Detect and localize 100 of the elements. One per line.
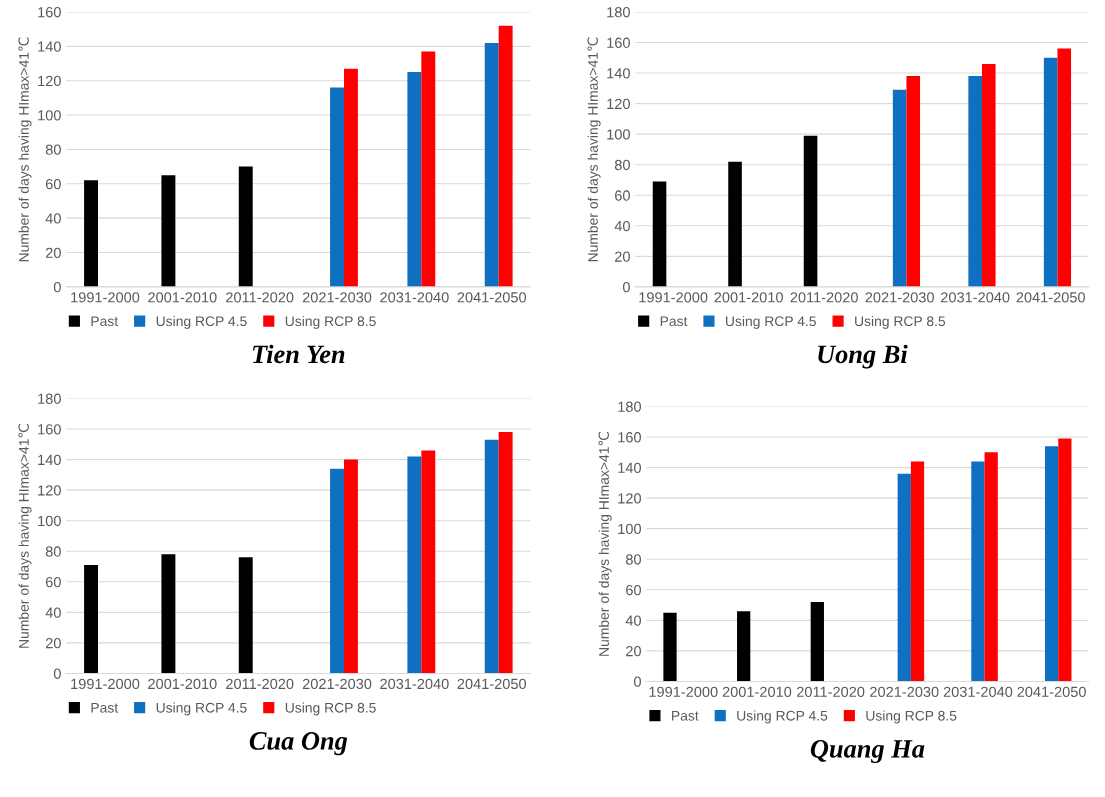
x-tick-label: 2001-2010 xyxy=(148,678,217,690)
bar xyxy=(803,135,818,287)
y-tick-label: 0 xyxy=(622,282,630,293)
text: Quang Ha xyxy=(810,740,925,764)
bar xyxy=(498,432,513,674)
y-tick-label: 100 xyxy=(607,129,630,140)
bar xyxy=(421,450,436,674)
y-tick-label: 60 xyxy=(626,584,641,596)
x-tick-label: 2041-2050 xyxy=(457,678,527,690)
bar xyxy=(238,166,253,287)
bar xyxy=(238,557,253,674)
bar xyxy=(663,612,677,682)
bar xyxy=(84,565,99,674)
legend-label: Using RCP 4.5 xyxy=(726,315,816,329)
y-tick-label: 60 xyxy=(615,190,630,201)
x-tick-label: 2011-2020 xyxy=(226,292,294,303)
y-tick-label: 20 xyxy=(626,645,641,657)
bar xyxy=(407,72,422,287)
bar xyxy=(1057,48,1072,287)
bar xyxy=(421,51,436,287)
y-tick-label: 20 xyxy=(45,247,61,258)
y-tick-label: 60 xyxy=(45,576,61,588)
y-tick-label: 100 xyxy=(38,515,61,527)
bar xyxy=(1044,446,1059,682)
bar xyxy=(84,180,99,287)
y-tick-label: 20 xyxy=(45,638,61,649)
bar xyxy=(897,473,911,682)
x-tick-label: 2001-2010 xyxy=(714,292,783,303)
y-tick-label: 60 xyxy=(45,178,61,190)
bar xyxy=(984,452,998,682)
bar xyxy=(728,161,742,287)
legend-label: Using RCP 4.5 xyxy=(737,710,828,724)
x-tick-label: 2041-2050 xyxy=(1017,686,1086,698)
y-tick-label: 40 xyxy=(614,220,630,232)
bar xyxy=(892,89,907,287)
bar xyxy=(484,42,499,287)
bar xyxy=(407,456,422,674)
y-tick-label: 160 xyxy=(38,424,61,435)
y-tick-label: 120 xyxy=(38,75,61,87)
bar xyxy=(1043,57,1058,287)
legend-label: Using RCP 4.5 xyxy=(156,315,247,329)
x-tick-label: 2031-2040 xyxy=(941,292,1010,303)
legend-label: Using RCP 8.5 xyxy=(866,710,957,724)
y-tick-label: 0 xyxy=(53,282,61,293)
y-tick-label: 120 xyxy=(607,98,630,110)
y-axis-title: Number of days having HImax>41℃ xyxy=(587,37,601,262)
y-tick-label: 80 xyxy=(614,159,630,171)
x-tick-label: 2031-2040 xyxy=(380,678,449,690)
y-tick-label: 180 xyxy=(607,7,630,18)
legend-label: Using RCP 8.5 xyxy=(285,315,376,329)
y-tick-label: 140 xyxy=(607,68,630,79)
x-tick-label: 2021-2030 xyxy=(302,292,372,303)
bar xyxy=(330,87,344,287)
x-tick-label: 2021-2030 xyxy=(870,686,939,698)
bar xyxy=(652,181,667,287)
y-tick-label: 120 xyxy=(38,485,61,496)
x-tick-label: 2031-2040 xyxy=(943,686,1013,698)
y-tick-label: 140 xyxy=(618,462,641,473)
y-tick-label: 80 xyxy=(45,144,61,155)
y-tick-label: 40 xyxy=(45,607,61,618)
x-tick-label: 1991-2000 xyxy=(71,292,140,303)
bar xyxy=(810,602,824,682)
bar xyxy=(971,461,985,682)
legend-label: Using RCP 8.5 xyxy=(855,315,946,329)
y-tick-label: 180 xyxy=(618,401,641,412)
bar xyxy=(1058,438,1072,682)
bar xyxy=(910,461,925,682)
y-tick-label: 160 xyxy=(618,432,641,443)
y-axis-title: Number of days having HImax>41℃ xyxy=(18,37,32,262)
y-tick-label: 140 xyxy=(38,454,61,466)
text: Cua Ong xyxy=(249,732,348,756)
legend-label: Past xyxy=(91,702,119,713)
legend-label: Using RCP 8.5 xyxy=(285,702,376,716)
y-tick-label: 0 xyxy=(53,668,61,679)
bar xyxy=(343,459,358,674)
bar xyxy=(737,611,751,682)
x-tick-label: 2041-2050 xyxy=(1016,292,1085,303)
text: Tien Yen xyxy=(252,344,345,364)
bar xyxy=(906,76,921,287)
bar xyxy=(498,25,513,287)
x-tick-label: 2001-2010 xyxy=(148,292,217,303)
bar xyxy=(968,76,982,287)
x-tick-label: 2011-2020 xyxy=(797,686,865,698)
y-tick-label: 160 xyxy=(38,7,61,18)
y-axis-title: Number of days having HImax>41℃ xyxy=(598,431,612,656)
y-tick-label: 40 xyxy=(625,615,641,626)
text: Uong Bi xyxy=(818,344,908,369)
y-tick-label: 120 xyxy=(618,493,641,504)
x-tick-label: 2001-2010 xyxy=(722,686,792,698)
y-tick-label: 160 xyxy=(607,37,630,48)
x-tick-label: 2041-2050 xyxy=(457,292,527,303)
bar xyxy=(161,175,176,287)
bar xyxy=(330,468,344,674)
y-tick-label: 0 xyxy=(634,676,641,687)
y-tick-label: 40 xyxy=(45,213,61,224)
y-tick-label: 100 xyxy=(38,110,61,121)
bar xyxy=(484,439,499,674)
legend-label: Using RCP 4.5 xyxy=(156,702,247,716)
legend-label: Past xyxy=(660,316,688,327)
legend-label: Past xyxy=(672,710,699,721)
